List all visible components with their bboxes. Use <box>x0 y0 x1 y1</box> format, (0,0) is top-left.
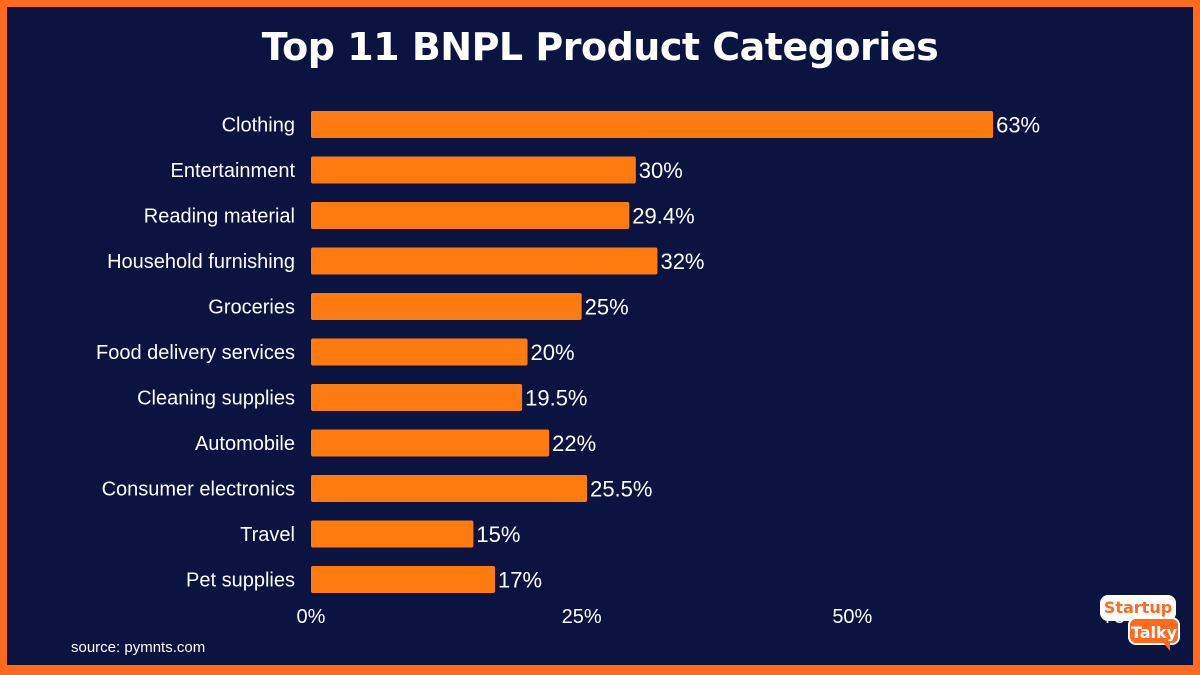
value-label: 25.5% <box>590 477 652 502</box>
source-note: source: pymnts.com <box>71 639 206 656</box>
category-label: Food delivery services <box>96 342 295 364</box>
x-tick-label: 0% <box>297 606 326 628</box>
category-label: Groceries <box>208 297 295 319</box>
value-label: 20% <box>531 340 575 365</box>
bar <box>311 384 523 411</box>
bar <box>311 566 496 593</box>
bar <box>311 475 588 502</box>
bar <box>311 520 474 548</box>
bar-chart: Clothing 63% Entertainment 30% Reading mater… <box>96 111 1143 628</box>
value-label: 15% <box>476 522 520 547</box>
logo-speech-tail <box>1162 641 1170 651</box>
bar <box>311 338 528 366</box>
bar <box>311 111 994 138</box>
value-label: 63% <box>996 113 1040 138</box>
category-label: Reading material <box>144 206 295 228</box>
x-tick-label: 50% <box>832 606 872 628</box>
value-label: 17% <box>498 568 542 593</box>
value-label: 19.5% <box>525 386 587 411</box>
value-label: 29.4% <box>632 204 694 229</box>
bar <box>311 156 636 184</box>
value-label: 22% <box>552 431 596 456</box>
bar <box>311 202 630 229</box>
bar <box>311 247 658 275</box>
x-tick-label: 25% <box>562 606 602 628</box>
category-label: Pet supplies <box>186 570 295 592</box>
value-label: 25% <box>585 295 629 320</box>
bar <box>311 429 550 457</box>
category-label: Cleaning supplies <box>137 388 295 410</box>
value-label: 30% <box>639 158 683 183</box>
category-label: Automobile <box>195 433 295 455</box>
startuptalky-logo: Startup Talky <box>1100 595 1182 655</box>
value-label: 32% <box>660 249 704 274</box>
logo-line1: Startup <box>1100 595 1176 621</box>
category-label: Clothing <box>222 115 295 137</box>
chart-title: Top 11 BNPL Product Categories <box>261 25 939 69</box>
category-label: Travel <box>240 524 295 546</box>
category-label: Household furnishing <box>107 251 295 273</box>
logo-line2: Talky <box>1128 617 1180 645</box>
bar <box>311 293 582 320</box>
category-label: Entertainment <box>170 160 295 182</box>
category-label: Consumer electronics <box>102 479 295 501</box>
chart-frame: Top 11 BNPL Product Categories Clothing 6… <box>7 7 1193 665</box>
